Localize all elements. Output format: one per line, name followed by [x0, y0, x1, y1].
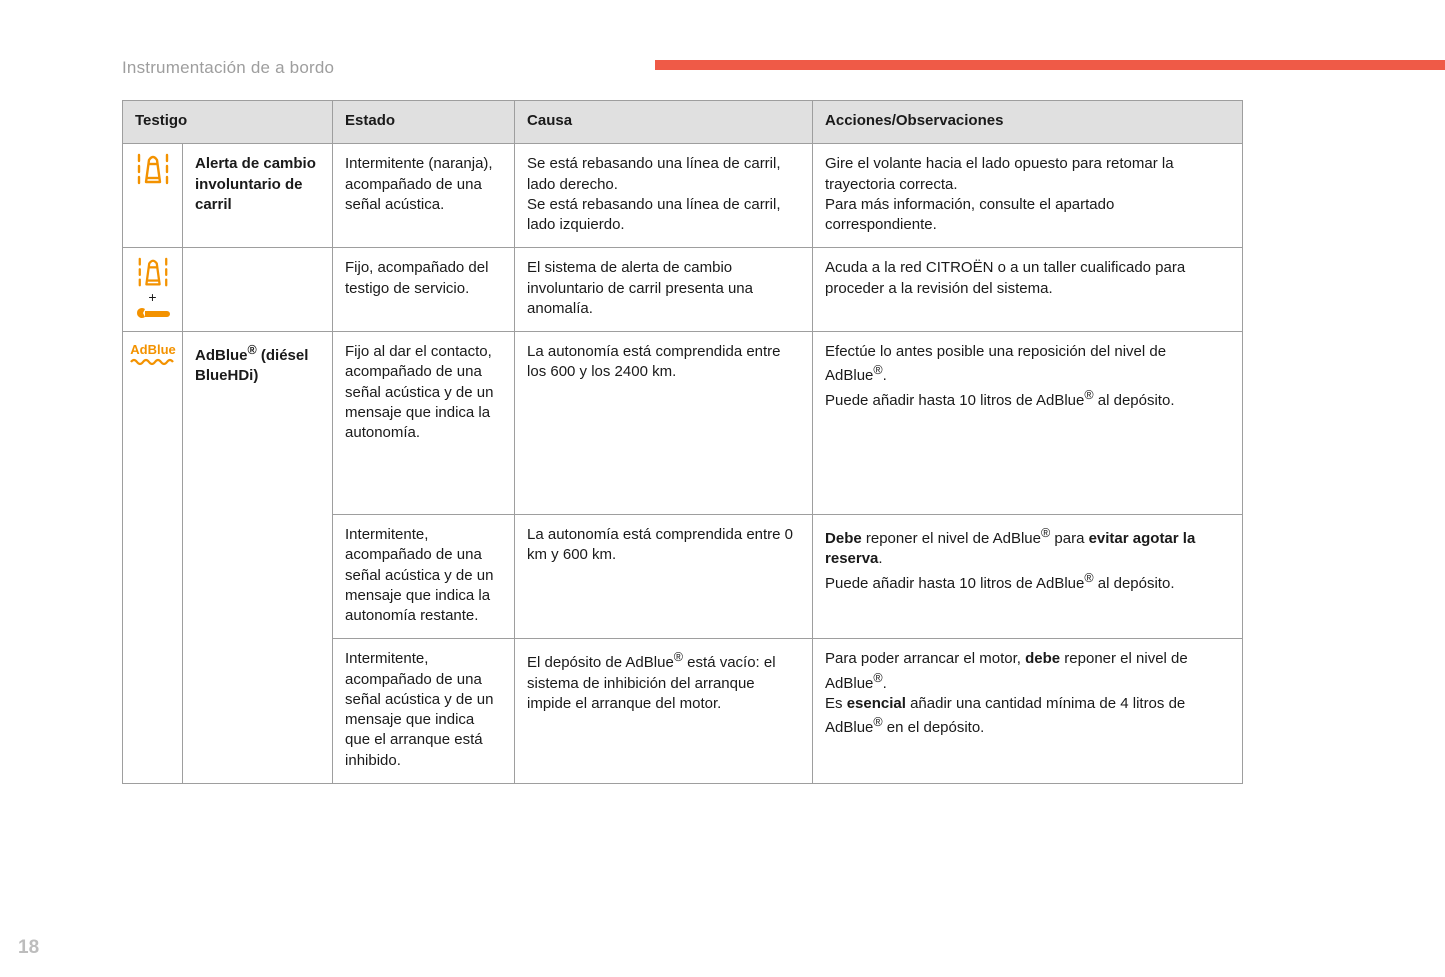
accent-bar	[655, 60, 1445, 70]
icon-cell-lane-departure	[123, 144, 183, 248]
row-estado: Intermitente (naranja), acompañado de un…	[333, 144, 515, 248]
row-estado: Intermitente, acompañado de una señal ac…	[333, 515, 515, 639]
warning-lights-table: Testigo Estado Causa Acciones/Observacio…	[122, 100, 1243, 784]
row-accion: Para poder arrancar el motor, debe repon…	[813, 639, 1243, 784]
col-header-estado: Estado	[333, 101, 515, 144]
row-label-adblue: AdBlue® (diésel BlueHDi)	[183, 332, 333, 784]
row-accion: Acuda a la red CITROËN o a un taller cua…	[813, 248, 1243, 332]
row-estado: Fijo, acompañado del testigo de servicio…	[333, 248, 515, 332]
adblue-icon-text: AdBlue	[130, 342, 176, 357]
row-causa: La autonomía está comprendida entre 0 km…	[515, 515, 813, 639]
row-accion: Debe reponer el nivel de AdBlue® para ev…	[813, 515, 1243, 639]
table-row: AdBlue AdBlue® (diésel BlueHDi) Fijo al …	[123, 332, 1243, 515]
lane-departure-icon	[133, 152, 173, 188]
icon-cell-adblue: AdBlue	[123, 332, 183, 784]
row-causa: El depósito de AdBlue® está vacío: el si…	[515, 639, 813, 784]
row-estado: Fijo al dar el contacto, acompañado de u…	[333, 332, 515, 515]
page-number: 18	[18, 937, 39, 959]
section-title: Instrumentación de a bordo	[122, 58, 334, 78]
row-causa: El sistema de alerta de cambio involunta…	[515, 248, 813, 332]
service-wrench-icon	[133, 304, 173, 322]
table-row: Alerta de cambio involuntario de carril …	[123, 144, 1243, 248]
col-header-causa: Causa	[515, 101, 813, 144]
table-header-row: Testigo Estado Causa Acciones/Observacio…	[123, 101, 1243, 144]
row-causa: Se está rebasando una línea de carril, l…	[515, 144, 813, 248]
icon-cell-lane-plus-service: +	[123, 248, 183, 332]
row-label-empty	[183, 248, 333, 332]
table-row: + Fijo, acompañado del testigo de servic…	[123, 248, 1243, 332]
row-causa: La autonomía está comprendida entre los …	[515, 332, 813, 515]
row-accion: Efectúe lo antes posible una reposición …	[813, 332, 1243, 515]
row-estado: Intermitente, acompañado de una señal ac…	[333, 639, 515, 784]
row-label-lane-departure: Alerta de cambio involuntario de carril	[183, 144, 333, 248]
col-header-testigo: Testigo	[123, 101, 333, 144]
adblue-icon: AdBlue	[129, 340, 177, 370]
col-header-accion: Acciones/Observaciones	[813, 101, 1243, 144]
lane-departure-icon	[133, 256, 173, 290]
row-accion: Gire el volante hacia el lado opuesto pa…	[813, 144, 1243, 248]
plus-sign: +	[127, 290, 178, 304]
warning-lights-table-wrap: Testigo Estado Causa Acciones/Observacio…	[122, 100, 1242, 784]
